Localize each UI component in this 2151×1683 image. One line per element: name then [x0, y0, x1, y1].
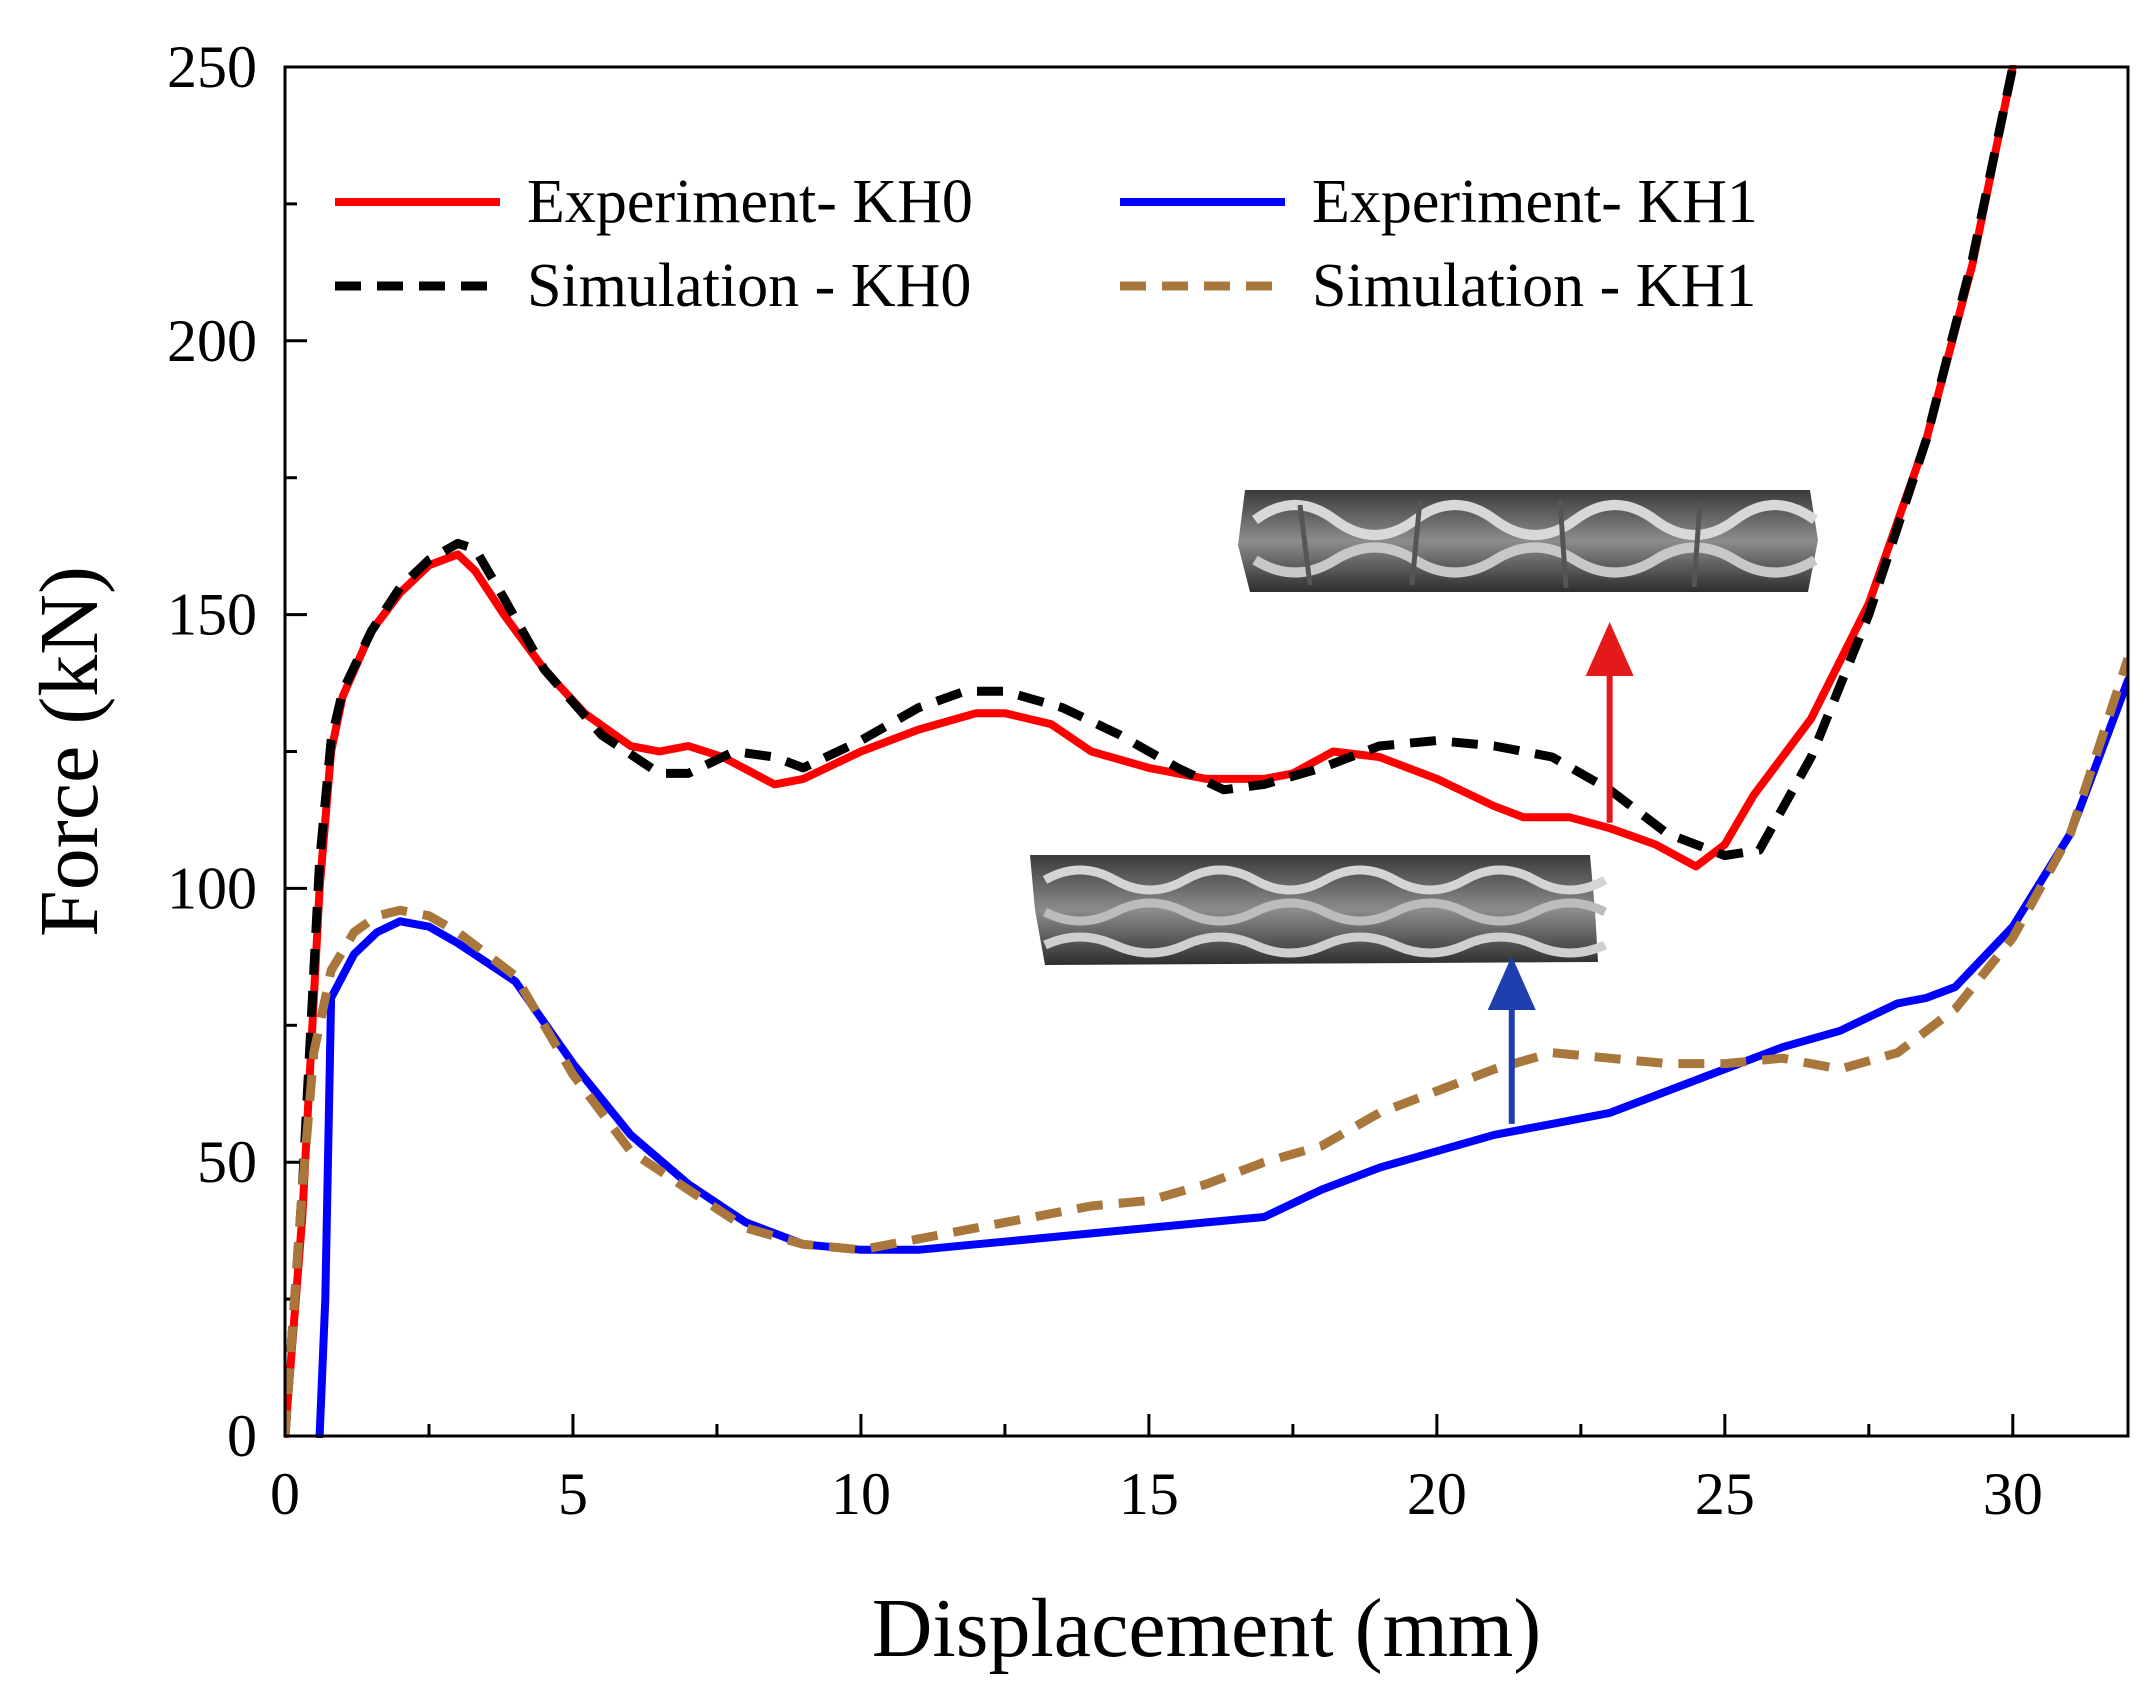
x-axis-ticks: 0 5 10 15 20 25 30	[270, 1414, 2043, 1527]
x-tick-label: 5	[558, 1461, 588, 1527]
legend: Experiment- KH0 Experiment- KH1 Simulati…	[335, 168, 1758, 320]
inset-arrow-head	[1585, 621, 1634, 676]
plot-frame	[283, 65, 2130, 1438]
y-tick-label: 200	[167, 308, 257, 374]
y-tick-label: 50	[197, 1129, 257, 1195]
x-tick-label: 30	[1983, 1461, 2043, 1527]
series-line-simulation-kh1	[285, 656, 2128, 1437]
x-tick-label: 20	[1407, 1461, 1467, 1527]
inset-arrows	[1487, 621, 1634, 1124]
x-tick-label: 15	[1119, 1461, 1179, 1527]
legend-label-experiment-kh1: Experiment- KH1	[1312, 168, 1758, 236]
x-tick-label: 10	[831, 1461, 891, 1527]
x-axis-label: Displacement (mm)	[872, 1582, 1541, 1675]
series-lines	[285, 65, 2128, 1438]
inset-arrow-head	[1487, 956, 1536, 1011]
legend-label-simulation-kh0: Simulation - KH0	[527, 252, 971, 320]
y-axis-label: Force (kN)	[23, 566, 116, 937]
series-line-simulation-kh0	[285, 66, 2018, 1437]
legend-label-simulation-kh1: Simulation - KH1	[1312, 252, 1756, 320]
x-tick-label: 0	[270, 1461, 300, 1527]
y-tick-label: 0	[227, 1403, 257, 1469]
x-tick-label: 25	[1695, 1461, 1755, 1527]
y-axis-ticks: 0 50 100 150 200 250	[167, 34, 307, 1469]
legend-label-experiment-kh0: Experiment- KH0	[527, 168, 973, 236]
series-line-experiment-kh0	[285, 65, 2017, 1438]
y-tick-label: 150	[167, 582, 257, 648]
y-tick-label: 100	[167, 855, 257, 921]
inset-kh1-specimen-image	[1030, 855, 1608, 965]
inset-kh0-specimen-image	[1238, 490, 1818, 592]
series-line-experiment-kh1	[315, 676, 2128, 1438]
y-tick-label: 250	[167, 34, 257, 100]
